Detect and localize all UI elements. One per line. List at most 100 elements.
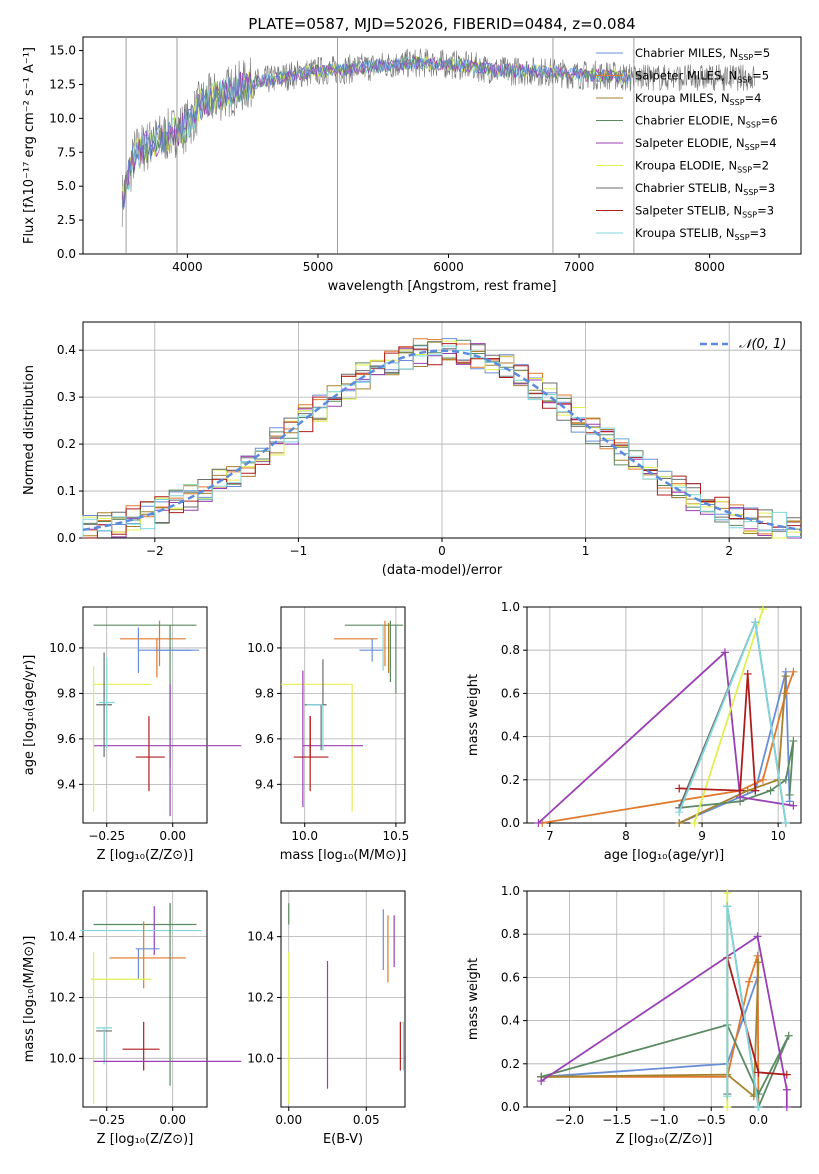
weight-series-line [679,740,795,809]
y-tick-label: 10.0 [247,641,274,655]
x-tick-label: 4000 [172,260,203,274]
x-tick-label: 10.0 [291,829,318,843]
y-tick-label: 2.5 [57,213,76,227]
weight-point-marker [751,786,760,795]
y-tick-label: 10.4 [247,930,274,944]
weight-point-marker [781,689,790,698]
y-tick-label: 10.4 [49,930,76,944]
plot-frame [280,606,406,824]
weight-point-marker [782,1103,791,1111]
legend-label-sub: SSP [737,166,752,175]
model-spectrum-line [121,56,632,208]
y-tick-label: 0.4 [57,343,76,357]
y-axis-label: Flux [fλ10⁻¹⁷ erg cm⁻² s⁻¹ A⁻¹] [22,47,37,244]
y-tick-label: 5.0 [57,179,76,193]
y-tick-label: 10.2 [247,990,274,1004]
x-axis-label: mass [log₁₀(M/M⊙)] [280,848,407,863]
weight-point-marker [745,977,754,986]
y-axis-label: mass weight [466,958,481,1040]
x-tick-label: −1 [290,544,308,558]
y-tick-label: 9.4 [255,777,274,791]
x-tick-label: 8 [622,829,630,843]
legend-label-value: =3 [750,226,767,240]
y-tick-label: 0.4 [501,1014,520,1028]
x-tick-label: 0.0 [749,1113,768,1127]
weight-point-marker [723,1103,732,1111]
legend-label-text: Chabrier ELODIE, N [635,114,746,128]
y-axis-label: Normed distribution [22,365,37,495]
y-tick-label: 10.0 [49,1051,76,1065]
y-tick-label: 12.5 [49,77,76,91]
weight-series-line [693,608,764,824]
x-tick-label: −1.5 [602,1113,631,1127]
weight-point-marker [743,786,752,795]
x-axis-label: age [log₁₀(age/yr)] [604,848,725,863]
legend-label: Chabrier MILES, NSSP=5 [635,46,770,62]
x-axis-label: wavelength [Angstrom, rest frame] [328,279,557,294]
weight-series-line [541,977,759,1078]
weight-point-marker [789,667,798,676]
x-tick-label: 1 [582,544,590,558]
spectrum-title: PLATE=0587, MJD=52026, FIBERID=0484, z=0… [248,15,635,33]
weight-point-marker [753,951,762,960]
plot-frame [82,321,802,539]
x-tick-label: 2 [725,544,733,558]
y-tick-label: 9.6 [57,732,76,746]
weight-point-marker [534,819,543,827]
mass-vs-ebv-panel: 0.00 0.05 10.0 10.2 10.4 E(B-V) [247,890,406,1147]
legend-label: Kroupa MILES, NSSP=4 [635,91,761,107]
x-tick-label: 5000 [303,260,334,274]
weight-series-line [678,671,791,824]
x-tick-label: 9 [698,829,706,843]
legend-label-value: =2 [752,159,769,173]
legend-label: Chabrier ELODIE, NSSP=6 [635,114,778,130]
x-tick-label: −2.0 [555,1113,584,1127]
legend-label: 𝒩(0, 1) [739,337,786,352]
y-tick-label: 0.4 [501,730,520,744]
y-tick-label: 0.0 [501,1100,520,1114]
legend-label-sub: SSP [743,188,758,197]
legend-label-text: Salpeter ELODIE, N [635,136,745,150]
age-vs-metallicity-panel: −0.25 0.00 9.4 9.6 9.8 10.0 Z [log₁₀(Z/Z⊙)] age… [22,606,242,863]
weight-point-marker [766,786,775,795]
weight-vs-metallicity-panel: −2.0 −1.5 −1.0 −0.5 0.0 0.0 0.2 0.4 0.6 0.8 1.0 Z [… [466,884,802,1147]
weight-series-line [540,934,788,1107]
x-axis-label: E(B-V) [323,1132,363,1147]
legend-label: Kroupa ELODIE, NSSP=2 [635,159,769,175]
y-tick-label: 0.1 [57,484,76,498]
weight-series-line [679,673,757,792]
plot-frame [280,890,406,1108]
y-tick-label: 0.3 [57,390,76,404]
legend-label-sub: SSP [745,143,760,152]
legend-label: Chabrier STELIB, NSSP=3 [635,181,775,197]
weight-point-marker [736,786,745,795]
residuals-panel: −2 −1 0 1 2 0.0 0.1 0.2 0.3 0.4 (data-model)/error… [22,321,802,578]
weight-series-line [537,650,794,824]
weight-point-marker [754,958,763,967]
y-tick-label: 0.8 [501,643,520,657]
x-tick-label: 10.5 [383,829,410,843]
y-tick-label: 0.2 [57,437,76,451]
legend-label-text: Kroupa MILES, N [635,91,730,105]
weight-point-marker [743,669,752,678]
weight-point-marker [720,648,729,657]
x-tick-label: 6000 [433,260,464,274]
y-tick-label: 0.8 [501,927,520,941]
weight-point-marker [537,1077,546,1086]
weight-point-marker [723,902,732,911]
x-tick-label: 0.05 [353,1113,380,1127]
legend-label-sub: SSP [730,98,745,107]
model-spectrum-line [121,56,632,206]
legend-label-value: =6 [761,114,778,128]
x-tick-label: 7 [546,829,554,843]
weight-vs-age-panel: 7 8 9 10 0.0 0.2 0.4 0.6 0.8 1.0 age [log₁₀(age/yr… [466,600,802,863]
weight-point-marker [789,736,798,745]
y-tick-label: 0.0 [57,247,76,261]
y-tick-label: 15.0 [49,44,76,58]
x-axis-label: Z [log₁₀(Z/Z⊙)] [97,1132,194,1147]
weight-point-marker [675,784,684,793]
y-tick-label: 10.2 [49,990,76,1004]
plot-frame [526,890,802,1108]
weight-point-marker [782,1070,791,1079]
